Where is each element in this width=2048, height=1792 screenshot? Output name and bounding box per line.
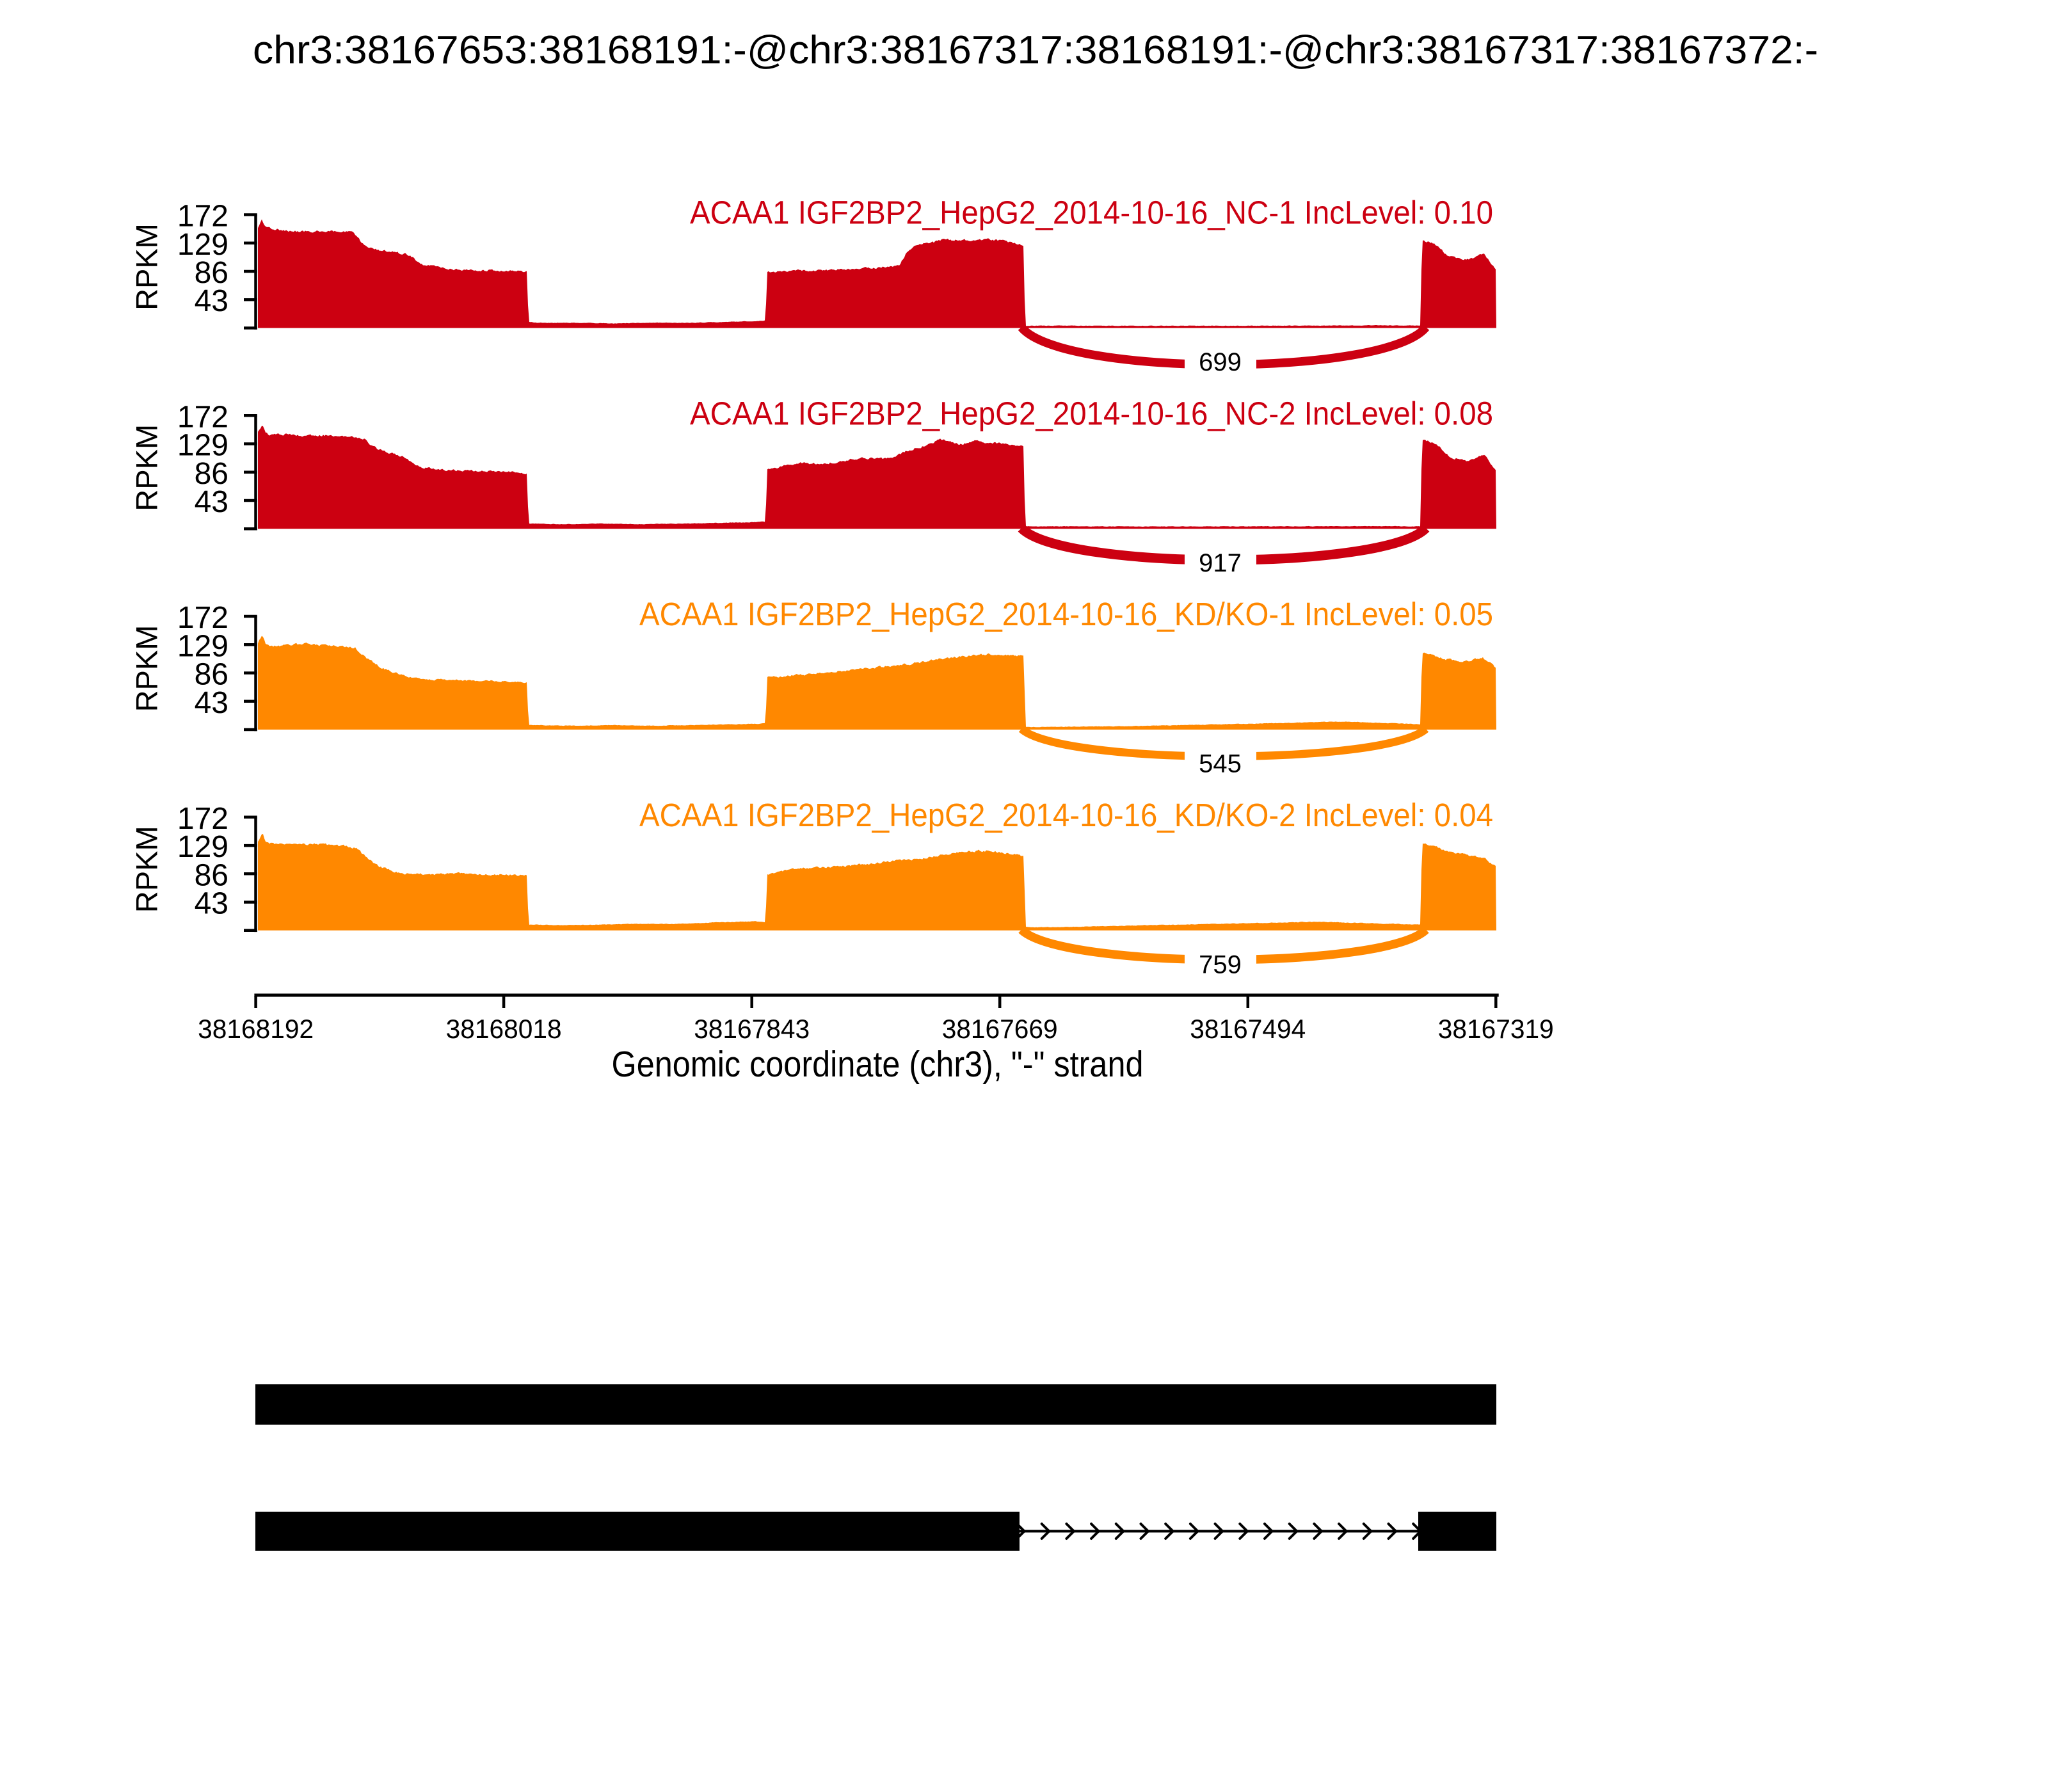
svg-text:chr3:38167653:38168191:-@chr3:: chr3:38167653:38168191:-@chr3:38167317:3… (253, 28, 1818, 72)
svg-text:ACAA1 IGF2BP2_HepG2_2014-10-16: ACAA1 IGF2BP2_HepG2_2014-10-16_NC-1 IncL… (690, 195, 1493, 231)
svg-text:38167843: 38167843 (694, 1014, 810, 1044)
svg-text:RPKM: RPKM (130, 625, 164, 712)
svg-text:172: 172 (177, 400, 228, 434)
svg-text:129: 129 (177, 429, 228, 463)
svg-text:43: 43 (195, 485, 228, 519)
svg-text:129: 129 (177, 228, 228, 262)
svg-text:38167319: 38167319 (1438, 1014, 1554, 1044)
svg-text:172: 172 (177, 601, 228, 635)
svg-text:545: 545 (1199, 750, 1242, 778)
svg-text:43: 43 (195, 284, 228, 318)
svg-text:ACAA1 IGF2BP2_HepG2_2014-10-16: ACAA1 IGF2BP2_HepG2_2014-10-16_KD/KO-2 I… (639, 797, 1493, 833)
svg-text:699: 699 (1199, 348, 1242, 376)
svg-text:172: 172 (177, 200, 228, 234)
svg-text:172: 172 (177, 802, 228, 836)
svg-text:86: 86 (195, 457, 228, 491)
svg-text:759: 759 (1199, 950, 1242, 979)
svg-text:38167494: 38167494 (1190, 1014, 1306, 1044)
svg-text:RPKM: RPKM (130, 223, 164, 310)
svg-text:38168192: 38168192 (198, 1014, 314, 1044)
svg-text:38167669: 38167669 (942, 1014, 1058, 1044)
svg-text:38168018: 38168018 (446, 1014, 562, 1044)
svg-text:RPKM: RPKM (130, 826, 164, 913)
svg-text:43: 43 (195, 686, 228, 720)
svg-text:86: 86 (195, 858, 228, 892)
svg-text:129: 129 (177, 629, 228, 663)
svg-text:43: 43 (195, 887, 228, 921)
svg-text:Genomic coordinate (chr3), "-": Genomic coordinate (chr3), "-" strand (612, 1044, 1144, 1085)
svg-text:ACAA1 IGF2BP2_HepG2_2014-10-16: ACAA1 IGF2BP2_HepG2_2014-10-16_NC-2 IncL… (690, 395, 1493, 431)
svg-text:129: 129 (177, 830, 228, 864)
svg-text:RPKM: RPKM (130, 424, 164, 511)
svg-text:86: 86 (195, 658, 228, 692)
svg-text:ACAA1 IGF2BP2_HepG2_2014-10-16: ACAA1 IGF2BP2_HepG2_2014-10-16_KD/KO-1 I… (639, 596, 1493, 632)
svg-text:917: 917 (1199, 549, 1242, 577)
svg-text:86: 86 (195, 256, 228, 290)
